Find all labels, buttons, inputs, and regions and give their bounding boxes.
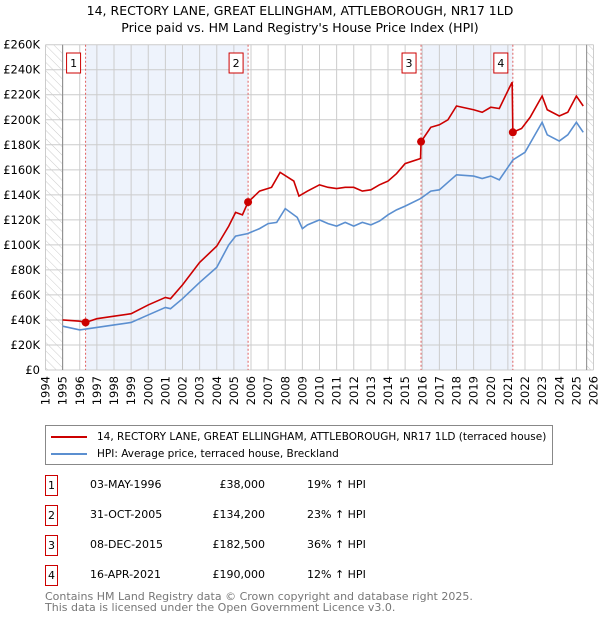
y-tick-label: £160K bbox=[3, 163, 40, 177]
hatch-region-before bbox=[45, 44, 63, 370]
sale-date: 08-DEC-2015 bbox=[90, 538, 164, 551]
sale-point bbox=[508, 128, 517, 137]
footer-copyright: Contains HM Land Registry data © Crown c… bbox=[45, 590, 473, 603]
y-tick-label: £60K bbox=[11, 288, 41, 302]
y-tick-label: £200K bbox=[3, 113, 40, 127]
x-tick-label: 2021 bbox=[501, 376, 515, 405]
x-tick-label: 2010 bbox=[313, 376, 327, 405]
series-line bbox=[62, 120, 584, 331]
x-tick-label: 2023 bbox=[535, 376, 549, 405]
chart-title: 14, RECTORY LANE, GREAT ELLINGHAM, ATTLE… bbox=[86, 3, 514, 18]
y-tick-label: £80K bbox=[11, 263, 41, 277]
sale-price: £38,000 bbox=[219, 478, 266, 491]
legend-blue-line bbox=[51, 453, 87, 455]
x-tick-label: 2020 bbox=[484, 376, 498, 405]
x-tick-label: 2002 bbox=[176, 376, 190, 405]
x-tick-label: 2006 bbox=[244, 376, 258, 405]
footer: Contains HM Land Registry data © Crown c… bbox=[45, 591, 473, 613]
y-tick-label: £220K bbox=[3, 88, 40, 102]
x-tick-label: 2004 bbox=[210, 376, 224, 405]
x-tick-label: 2005 bbox=[227, 376, 241, 405]
sale-date: 16-APR-2021 bbox=[90, 568, 162, 581]
x-tick-label: 1994 bbox=[39, 376, 53, 405]
sale-hpi-diff: 19% ↑ HPI bbox=[307, 478, 366, 491]
sale-label-box bbox=[66, 52, 82, 74]
y-tick-label: £40K bbox=[11, 313, 41, 327]
y-tick-label: £100K bbox=[3, 238, 40, 252]
x-tick-label: 2025 bbox=[569, 376, 583, 405]
sale-hpi-diff: 23% ↑ HPI bbox=[307, 508, 366, 521]
footer-licence: This data is licensed under the Open Gov… bbox=[45, 601, 396, 614]
sale-label: 4 bbox=[497, 57, 504, 70]
hatch-region-after bbox=[586, 44, 594, 370]
y-tick-label: £20K bbox=[11, 338, 41, 352]
sale-date: 03-MAY-1996 bbox=[90, 478, 162, 491]
x-tick-label: 2016 bbox=[415, 376, 429, 405]
x-tick-label: 2015 bbox=[398, 376, 412, 405]
x-tick-label: 2014 bbox=[381, 376, 395, 405]
x-tick-label: 1997 bbox=[90, 376, 104, 405]
x-tick-label: 2012 bbox=[347, 376, 361, 405]
sale-point bbox=[244, 198, 253, 207]
y-tick-label: £0 bbox=[25, 363, 40, 377]
ownership-band bbox=[85, 44, 249, 370]
sale-price: £134,200 bbox=[212, 508, 266, 521]
sale-price: £190,000 bbox=[212, 568, 266, 581]
sale-price: £182,500 bbox=[212, 538, 266, 551]
series-line bbox=[62, 81, 584, 324]
y-tick-label: £180K bbox=[3, 138, 40, 152]
x-tick-label: 1996 bbox=[73, 376, 87, 405]
x-tick-label: 2022 bbox=[518, 376, 532, 405]
sale-hpi-diff: 36% ↑ HPI bbox=[307, 538, 366, 551]
sale-label: 2 bbox=[233, 57, 240, 70]
legend-property: 14, RECTORY LANE, GREAT ELLINGHAM, ATTLE… bbox=[97, 431, 547, 443]
x-tick-label: 2019 bbox=[467, 376, 481, 405]
x-tick-label: 2018 bbox=[450, 376, 464, 405]
y-tick-label: £120K bbox=[3, 213, 40, 227]
x-tick-label: 2024 bbox=[552, 376, 566, 405]
x-tick-label: 2013 bbox=[364, 376, 378, 405]
x-tick-label: 2000 bbox=[141, 376, 155, 405]
legend-red-line bbox=[51, 436, 87, 438]
sale-label-box bbox=[228, 52, 244, 74]
x-tick-label: 2007 bbox=[261, 376, 275, 405]
sale-hpi-diff: 12% ↑ HPI bbox=[307, 568, 366, 581]
sale-label-box bbox=[401, 52, 417, 74]
y-tick-label: £140K bbox=[3, 188, 40, 202]
x-tick-label: 2009 bbox=[295, 376, 309, 405]
sale-badge: 2 bbox=[45, 505, 58, 526]
y-tick-label: £260K bbox=[3, 38, 40, 52]
sale-badge: 4 bbox=[45, 565, 58, 586]
x-tick-label: 2001 bbox=[158, 376, 172, 405]
x-tick-label: 2008 bbox=[278, 376, 292, 405]
sale-point bbox=[417, 137, 426, 146]
chart-subtitle: Price paid vs. HM Land Registry's House … bbox=[121, 20, 479, 35]
y-tick-label: £240K bbox=[3, 63, 40, 77]
x-tick-label: 1995 bbox=[56, 376, 70, 405]
sale-label-box bbox=[493, 52, 509, 74]
x-tick-label: 1999 bbox=[124, 376, 138, 405]
x-tick-label: 2017 bbox=[432, 376, 446, 405]
sale-badge: 1 bbox=[45, 475, 58, 496]
sale-point bbox=[81, 318, 90, 327]
price-chart: £0 £20K £40K £60K £80K £100K £120K £140K £160K £1… bbox=[3, 38, 600, 406]
legend: 14, RECTORY LANE, GREAT ELLINGHAM, ATTLE… bbox=[45, 425, 553, 465]
x-tick-label: 2011 bbox=[330, 376, 344, 405]
x-tick-label: 1998 bbox=[107, 376, 121, 405]
sale-badge: 3 bbox=[45, 535, 58, 556]
legend-hpi: HPI: Average price, terraced house, Brec… bbox=[97, 448, 339, 460]
x-tick-label: 2026 bbox=[587, 376, 600, 405]
sale-label: 3 bbox=[406, 57, 413, 70]
sale-label: 1 bbox=[70, 57, 77, 70]
x-tick-label: 2003 bbox=[193, 376, 207, 405]
sale-date: 31-OCT-2005 bbox=[90, 508, 163, 521]
ownership-band bbox=[421, 44, 513, 370]
